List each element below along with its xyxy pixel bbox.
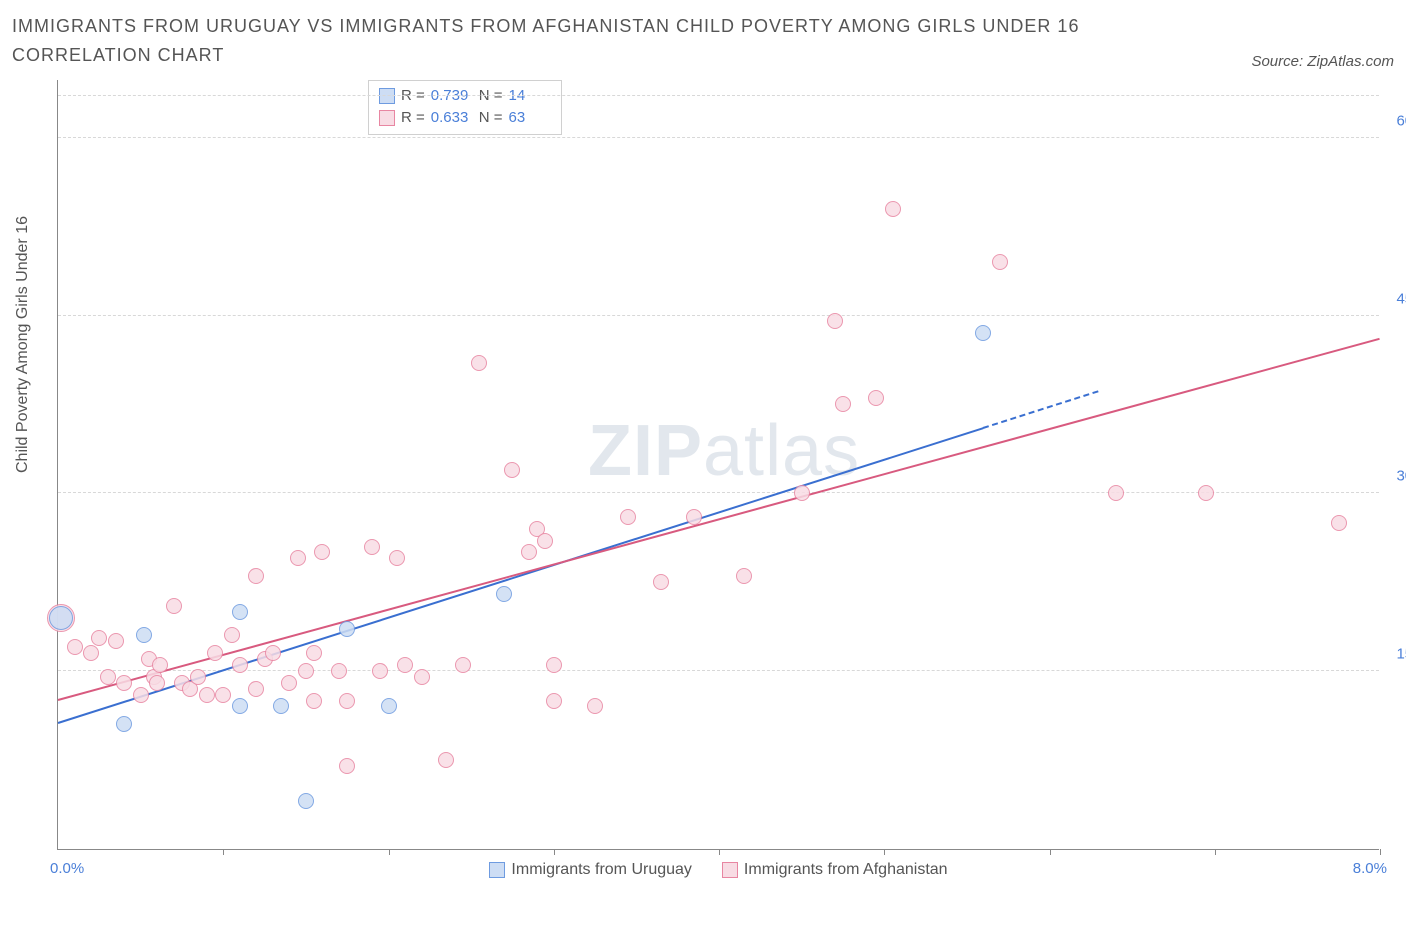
y-tick-label: 60.0% xyxy=(1384,112,1406,129)
data-point xyxy=(1108,485,1124,501)
data-point xyxy=(868,390,884,406)
data-point xyxy=(827,313,843,329)
data-point xyxy=(207,645,223,661)
legend-item-uruguay: Immigrants from Uruguay xyxy=(489,861,692,879)
data-point xyxy=(273,698,289,714)
data-point xyxy=(537,533,553,549)
data-point xyxy=(190,669,206,685)
data-point xyxy=(248,681,264,697)
data-point xyxy=(339,693,355,709)
data-point xyxy=(587,698,603,714)
data-point xyxy=(83,645,99,661)
x-tick xyxy=(1380,849,1381,855)
data-point xyxy=(149,675,165,691)
y-tick-label: 30.0% xyxy=(1384,468,1406,485)
data-point xyxy=(331,663,347,679)
data-point xyxy=(794,485,810,501)
data-point xyxy=(232,698,248,714)
data-point xyxy=(389,550,405,566)
data-point xyxy=(546,693,562,709)
data-point xyxy=(298,663,314,679)
legend-item-afghanistan: Immigrants from Afghanistan xyxy=(722,861,948,879)
data-point xyxy=(314,544,330,560)
chart-title: IMMIGRANTS FROM URUGUAY VS IMMIGRANTS FR… xyxy=(12,12,1112,70)
swatch-afghanistan xyxy=(379,110,395,126)
data-point xyxy=(620,509,636,525)
x-tick xyxy=(223,849,224,855)
stats-row-afghanistan: R =0.633 N =63 xyxy=(379,107,551,130)
y-tick-label: 15.0% xyxy=(1384,645,1406,662)
data-point xyxy=(1331,515,1347,531)
data-point xyxy=(108,633,124,649)
data-point xyxy=(116,675,132,691)
gridline xyxy=(58,492,1379,493)
data-point xyxy=(290,550,306,566)
legend-bottom: Immigrants from Uruguay Immigrants from … xyxy=(58,861,1379,879)
stats-legend-box: R =0.739 N =14 R =0.633 N =63 xyxy=(368,80,562,135)
data-point xyxy=(133,687,149,703)
legend-label-afghanistan: Immigrants from Afghanistan xyxy=(744,861,948,879)
gridline xyxy=(58,137,1379,138)
x-tick xyxy=(1215,849,1216,855)
data-point xyxy=(67,639,83,655)
x-tick xyxy=(389,849,390,855)
data-point xyxy=(306,693,322,709)
data-point xyxy=(306,645,322,661)
data-point xyxy=(232,657,248,673)
data-point xyxy=(364,539,380,555)
x-tick xyxy=(719,849,720,855)
swatch-uruguay xyxy=(489,862,505,878)
x-tick xyxy=(554,849,555,855)
scatter-plot: ZIPatlas Child Poverty Among Girls Under… xyxy=(57,80,1379,850)
data-point xyxy=(372,663,388,679)
data-point xyxy=(339,621,355,637)
data-point xyxy=(438,752,454,768)
data-point xyxy=(136,627,152,643)
data-point xyxy=(339,758,355,774)
data-point xyxy=(381,698,397,714)
data-point xyxy=(496,586,512,602)
y-axis-title: Child Poverty Among Girls Under 16 xyxy=(14,216,32,473)
data-point xyxy=(116,716,132,732)
swatch-afghanistan xyxy=(722,862,738,878)
gridline xyxy=(58,315,1379,316)
data-point xyxy=(455,657,471,673)
data-point xyxy=(152,657,168,673)
x-tick xyxy=(1050,849,1051,855)
data-point xyxy=(653,574,669,590)
data-point xyxy=(281,675,297,691)
data-point xyxy=(686,509,702,525)
gridline xyxy=(58,670,1379,671)
x-tick xyxy=(884,849,885,855)
gridline xyxy=(58,95,1379,96)
data-point xyxy=(100,669,116,685)
trend-line xyxy=(983,391,1099,430)
chart-source: Source: ZipAtlas.com xyxy=(1251,53,1394,70)
data-point xyxy=(298,793,314,809)
data-point xyxy=(992,254,1008,270)
data-point xyxy=(397,657,413,673)
trend-line xyxy=(58,337,1381,700)
data-point xyxy=(1198,485,1214,501)
data-point xyxy=(215,687,231,703)
data-point xyxy=(248,568,264,584)
data-point xyxy=(166,598,182,614)
data-point xyxy=(265,645,281,661)
data-point xyxy=(91,630,107,646)
data-point xyxy=(49,606,73,630)
data-point xyxy=(232,604,248,620)
data-point xyxy=(414,669,430,685)
data-point xyxy=(885,201,901,217)
data-point xyxy=(736,568,752,584)
data-point xyxy=(975,325,991,341)
data-point xyxy=(471,355,487,371)
data-point xyxy=(199,687,215,703)
data-point xyxy=(224,627,240,643)
data-point xyxy=(835,396,851,412)
data-point xyxy=(521,544,537,560)
data-point xyxy=(546,657,562,673)
legend-label-uruguay: Immigrants from Uruguay xyxy=(511,861,692,879)
data-point xyxy=(504,462,520,478)
y-tick-label: 45.0% xyxy=(1384,290,1406,307)
